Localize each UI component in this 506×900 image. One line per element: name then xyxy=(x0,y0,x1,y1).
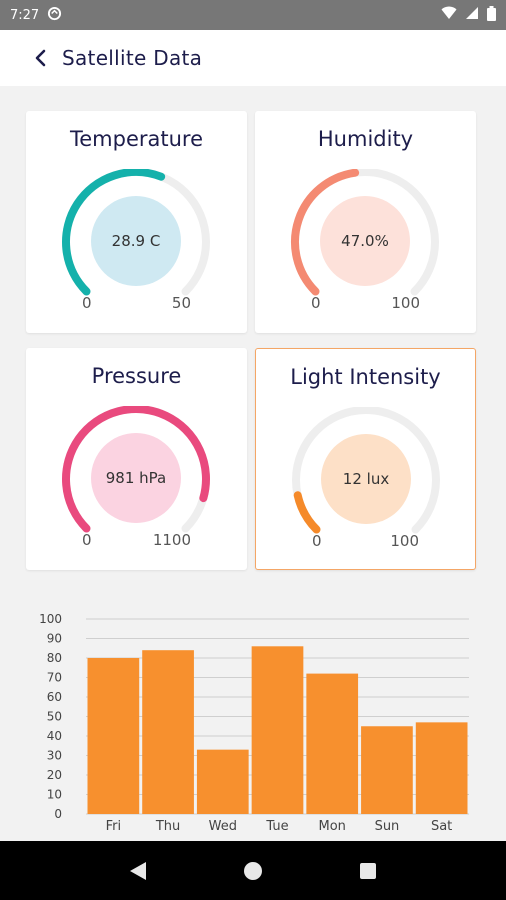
gauge-min-label: 0 xyxy=(82,531,92,549)
chevron-left-icon xyxy=(35,49,46,67)
status-bar: 7:27 xyxy=(0,0,506,30)
gauge-title: Pressure xyxy=(91,364,182,388)
gauge-min-label: 0 xyxy=(311,294,321,312)
app-bar: Satellite Data xyxy=(0,30,506,86)
light-intensity-gauge xyxy=(292,407,440,534)
x-tick-label: Thu xyxy=(155,819,180,834)
gauge-progress-arc xyxy=(291,169,360,296)
gauge-value: 981 hPa xyxy=(105,469,167,487)
x-tick-label: Sat xyxy=(431,819,452,834)
gauge-title: Temperature xyxy=(69,127,204,151)
y-tick-label: 90 xyxy=(47,632,62,646)
light-intensity-card[interactable]: Light Intensity 12 lux 0 100 xyxy=(255,348,476,570)
bar-sun[interactable] xyxy=(361,726,413,814)
x-tick-label: Wed xyxy=(209,819,237,834)
bar-chart-svg: 0 10 20 30 40 50 60 70 80 90 100 Fri Thu Wed Tue Mon Sun… xyxy=(39,612,469,834)
x-tick-label: Mon xyxy=(318,819,345,834)
y-tick-label: 10 xyxy=(47,788,62,802)
weekly-bar-chart: 0 10 20 30 40 50 60 70 80 90 100 Fri Thu Wed Tue Mon Sun… xyxy=(26,600,481,840)
gauge-value-bubble: 28.9 C xyxy=(91,196,181,286)
system-nav-bar xyxy=(0,841,506,900)
bar-mon[interactable] xyxy=(306,673,359,814)
gauge-max-label: 100 xyxy=(390,532,419,550)
triangle-back-icon xyxy=(129,861,146,880)
gauge-track xyxy=(292,407,440,534)
y-tick-label: 60 xyxy=(47,690,62,704)
back-button[interactable] xyxy=(30,48,50,68)
page-title: Satellite Data xyxy=(62,46,203,70)
y-tick-label: 20 xyxy=(47,768,62,782)
bar-fri[interactable] xyxy=(87,658,140,814)
gauge-value: 12 lux xyxy=(342,470,390,488)
y-tick-label: 100 xyxy=(39,612,62,626)
bar-thu[interactable] xyxy=(142,650,194,814)
humidity-card[interactable]: Humidity 47.0% 0 100 xyxy=(255,111,476,333)
y-tick-label: 80 xyxy=(47,651,62,665)
gauge-value: 28.9 C xyxy=(111,232,161,250)
circle-home-icon xyxy=(243,861,262,880)
gauge-title: Humidity xyxy=(317,127,414,151)
gauge-min-label: 0 xyxy=(312,532,322,550)
y-tick-label: 30 xyxy=(47,749,62,763)
gauge-value: 47.0% xyxy=(341,232,389,250)
gauge-value-bubble: 12 lux xyxy=(321,434,411,524)
temperature-gauge xyxy=(62,169,210,296)
data-saver-icon xyxy=(47,6,62,25)
bar-sat[interactable] xyxy=(415,722,468,814)
wifi-icon xyxy=(441,6,457,24)
gauge-title: Light Intensity xyxy=(290,365,441,389)
x-tick-label: Tue xyxy=(265,819,288,834)
nav-back-button[interactable] xyxy=(123,856,153,886)
gauge-max-label: 100 xyxy=(391,294,420,312)
gauge-progress-arc xyxy=(62,169,166,296)
y-tick-label: 40 xyxy=(47,729,62,743)
gauge-max-label: 50 xyxy=(171,294,191,312)
humidity-gauge xyxy=(291,169,439,296)
y-tick-label: 50 xyxy=(47,710,62,724)
y-tick-label: 0 xyxy=(54,807,62,821)
gauge-min-label: 0 xyxy=(82,294,92,312)
gauge-max-label: 1100 xyxy=(152,531,191,549)
x-tick-label: Fri xyxy=(106,819,122,834)
x-tick-label: Sun xyxy=(375,819,400,834)
pressure-gauge xyxy=(62,406,210,533)
bar-wed[interactable] xyxy=(196,749,249,814)
battery-icon xyxy=(487,5,496,25)
pressure-card[interactable]: Pressure 981 hPa 0 1100 xyxy=(26,348,247,570)
y-tick-label: 70 xyxy=(47,671,62,685)
signal-icon xyxy=(465,6,479,24)
gauge-value-bubble: 981 hPa xyxy=(91,433,181,523)
bar-tue[interactable] xyxy=(251,646,304,814)
status-time: 7:27 xyxy=(10,7,40,23)
nav-home-button[interactable] xyxy=(238,856,268,886)
gauge-value-bubble: 47.0% xyxy=(320,196,410,286)
temperature-card[interactable]: Temperature 28.9 C 0 50 xyxy=(26,111,247,333)
gauge-progress-arc xyxy=(293,491,321,534)
square-recents-icon xyxy=(360,862,377,879)
nav-recents-button[interactable] xyxy=(353,856,383,886)
gauge-progress-arc xyxy=(62,406,210,533)
